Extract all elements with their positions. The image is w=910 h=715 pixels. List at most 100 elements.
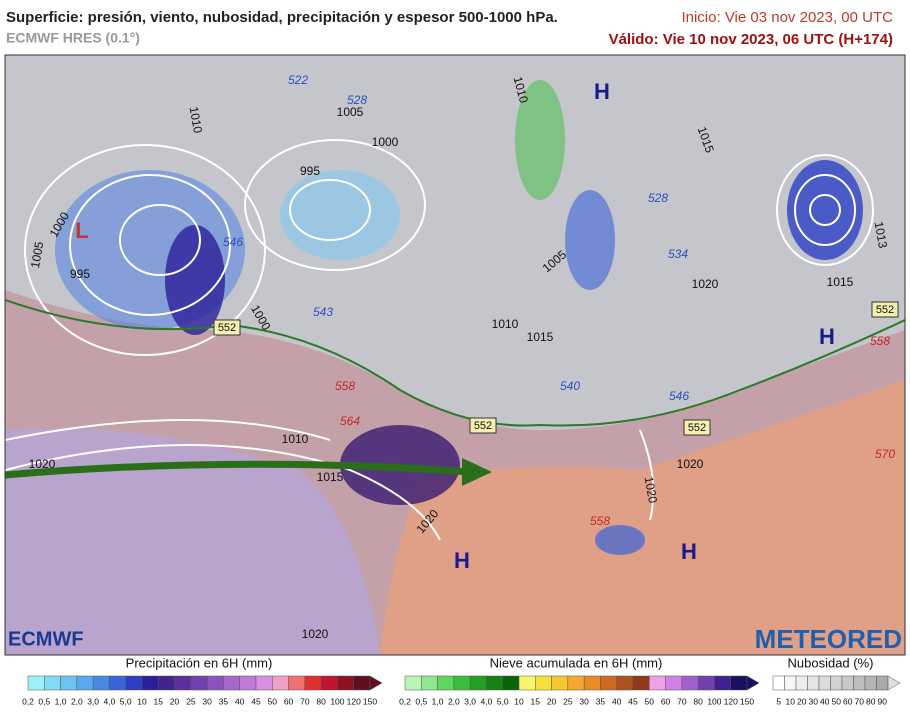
- legend-swatch: [421, 675, 438, 691]
- legend-tick-label: 60: [661, 696, 671, 706]
- thickness-label: 543: [313, 305, 333, 319]
- legend-tick-label: 5,0: [120, 696, 132, 706]
- legend-tick-label: 0,5: [38, 696, 50, 706]
- legend-tick-label: 80: [693, 696, 703, 706]
- pressure-center: L: [75, 218, 88, 243]
- legend-tick-label: 5,0: [497, 696, 509, 706]
- thickness-label: 540: [560, 379, 580, 393]
- legend-tick-label: 20: [797, 696, 807, 706]
- legend-swatch: [784, 675, 797, 691]
- legend-tick-label: 70: [677, 696, 687, 706]
- legend-tick-label: 30: [202, 696, 212, 706]
- legend-swatch: [567, 675, 585, 691]
- thickness-label: 528: [648, 191, 668, 205]
- legend-tick-label: 25: [563, 696, 573, 706]
- jet-arrow-head: [462, 458, 492, 486]
- legend-swatch: [404, 675, 422, 691]
- isobar-label: 1005: [337, 105, 364, 119]
- legend-tick-label: 70: [855, 696, 865, 706]
- legend-swatch: [551, 675, 569, 691]
- freezing-line: [5, 299, 905, 427]
- legend-tick-label: 80: [316, 696, 326, 706]
- legend-swatch: [502, 675, 520, 691]
- legend-tick-label: 0,2: [399, 696, 411, 706]
- legend-tick-label: 25: [186, 696, 196, 706]
- legend-swatch: [92, 675, 110, 691]
- legend-swatch: [453, 675, 471, 691]
- legend-swatch: [174, 675, 192, 691]
- map-frame: [4, 54, 906, 656]
- legend-swatch: [353, 675, 371, 691]
- legend-tick-label: 30: [579, 696, 589, 706]
- valid-date: Válido: Vie 10 nov 2023, 06 UTC (H+174): [609, 31, 893, 48]
- thickness-label: 534: [668, 247, 688, 261]
- isobar-label: 1010: [511, 75, 532, 105]
- legend-swatch: [437, 675, 455, 691]
- subtitle: ECMWF HRES (0.1°): [6, 30, 140, 46]
- legend-swatch: [288, 675, 306, 691]
- legend-tick-label: 2,0: [448, 696, 460, 706]
- legend-swatch: [60, 675, 78, 691]
- legend-arrow: [369, 675, 383, 691]
- legend-swatch: [44, 675, 61, 691]
- isobars: [5, 139, 874, 541]
- legend-title: Precipitación en 6H (mm): [126, 655, 273, 670]
- isobar-label: 1015: [317, 470, 344, 484]
- legend-title: Nubosidad (%): [788, 655, 874, 670]
- legend-tick-label: 120: [724, 696, 738, 706]
- legend-swatch: [27, 675, 45, 691]
- legend-title: Nieve acumulada en 6H (mm): [490, 655, 663, 670]
- legend-swatch: [255, 675, 273, 691]
- legend-tick-label: 20: [170, 696, 180, 706]
- land-south: [380, 380, 905, 655]
- legend-tick-label: 80: [866, 696, 876, 706]
- legend-tick-label: 0,5: [415, 696, 427, 706]
- legend-tick-label: 60: [284, 696, 294, 706]
- legend-swatch: [632, 675, 650, 691]
- legend-swatch: [681, 675, 699, 691]
- legend-tick-label: 40: [612, 696, 622, 706]
- pressure-center: H: [681, 539, 697, 564]
- legends: Precipitación en 6H (mm) 0,2 0,5 1,0 2,0 3,0 4…: [22, 655, 901, 706]
- precip-area: [565, 190, 615, 290]
- legend-swatch: [109, 675, 126, 691]
- boxed-label: 552: [688, 422, 706, 434]
- label-box: [871, 301, 899, 318]
- label-box: [683, 419, 711, 436]
- precip-area: [280, 170, 400, 260]
- isobar-label: 1020: [642, 475, 660, 504]
- legend-tick-label: 40: [235, 696, 245, 706]
- legend-tick-label: 5: [776, 696, 781, 706]
- legend-tick-label: 120: [347, 696, 361, 706]
- pressure-center: H: [454, 548, 470, 573]
- legend-swatch: [125, 675, 143, 691]
- legend-tick-label: 3,0: [464, 696, 476, 706]
- legend-swatch: [239, 675, 257, 691]
- thickness-label: 546: [223, 235, 243, 249]
- isobar-label: 1015: [527, 330, 554, 344]
- isobar-label: 1020: [677, 457, 704, 471]
- thickness-label: 528: [347, 93, 367, 107]
- legend-tick-label: 35: [596, 696, 606, 706]
- isobar-label: 995: [300, 164, 320, 178]
- thickness-label: 546: [669, 389, 689, 403]
- legend-tick-label: 4,0: [481, 696, 493, 706]
- legend-swatch: [772, 675, 785, 691]
- legend-tick-label: 90: [878, 696, 888, 706]
- legend-swatch: [158, 675, 175, 691]
- legend-swatch: [206, 675, 224, 691]
- legend-tick-label: 150: [363, 696, 377, 706]
- legend-swatch: [304, 675, 322, 691]
- init-date: Inicio: Vie 03 nov 2023, 00 UTC: [681, 9, 893, 26]
- legend-tick-label: 50: [832, 696, 842, 706]
- legend-swatch: [730, 675, 748, 691]
- legend-swatch: [518, 675, 536, 691]
- isobar-label: 1010: [187, 105, 205, 134]
- legend-swatch: [320, 675, 338, 691]
- isobar-label: 1005: [28, 240, 46, 269]
- boxed-label: 552: [218, 322, 236, 334]
- thickness-label: 522: [288, 73, 308, 87]
- legend-tick-label: 15: [154, 696, 164, 706]
- legend-tick-label: 150: [740, 696, 754, 706]
- boxed-label: 552: [474, 420, 492, 432]
